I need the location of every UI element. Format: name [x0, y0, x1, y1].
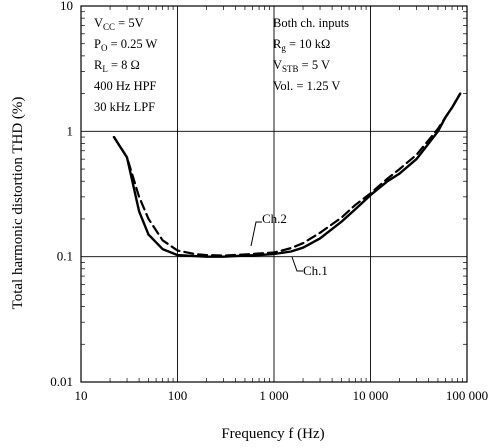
ch2-callout: Ch.2: [250, 211, 287, 247]
rg-condition: Rg = 10 kΩ: [273, 37, 330, 53]
lpf-condition: 30 kHz LPF: [94, 100, 155, 114]
ch2-leader-line: [250, 221, 262, 247]
ch1-leader-line: [291, 256, 303, 272]
y-tick-label: 0.01: [50, 374, 73, 389]
axis-ticks: 10 100 1 000 10 000 100 000 0.01 0.1 1 10: [50, 0, 488, 403]
series-line-ch2: [112, 92, 462, 257]
ch1-label: Ch.1: [303, 263, 328, 278]
x-axis-title: Frequency f (Hz): [221, 426, 324, 442]
y-axis-title: Total harmonic distortion THD (%): [10, 97, 26, 310]
x-tick-label: 10 000: [353, 388, 389, 403]
po-condition: PO = 0.25 W: [94, 37, 158, 53]
conditions-block: VCC = 5V PO = 0.25 W RL = 8 Ω 400 Hz HPF…: [94, 16, 349, 114]
hpf-condition: 400 Hz HPF: [94, 79, 157, 93]
vcc-condition: VCC = 5V: [94, 16, 144, 32]
x-tick-label: 1 000: [259, 388, 288, 403]
plot-frame: [80, 5, 468, 383]
y-tick-label: 10: [60, 0, 73, 13]
series-lines: [112, 92, 462, 258]
x-tick-label: 100 000: [446, 388, 488, 403]
y-tick-label: 1: [67, 123, 74, 138]
y-tick-label: 0.1: [57, 249, 73, 264]
rl-condition: RL = 8 Ω: [94, 58, 140, 74]
ch1-callout: Ch.1: [291, 256, 328, 278]
inputs-condition: Both ch. inputs: [273, 16, 349, 30]
vstb-condition: VSTB = 5 V: [273, 58, 330, 74]
vol-condition: Vol. = 1.25 V: [273, 79, 340, 93]
x-tick-label: 10: [75, 388, 88, 403]
series-line-ch1: [112, 92, 462, 258]
x-tick-label: 100: [168, 388, 188, 403]
ch2-label: Ch.2: [262, 211, 287, 226]
